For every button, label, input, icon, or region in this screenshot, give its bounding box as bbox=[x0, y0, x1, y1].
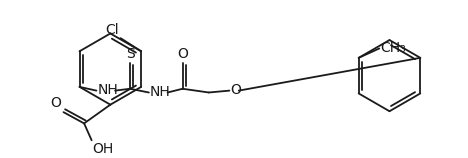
Text: O: O bbox=[177, 47, 188, 61]
Text: CH₃: CH₃ bbox=[380, 41, 406, 55]
Text: S: S bbox=[126, 47, 134, 61]
Text: Cl: Cl bbox=[105, 23, 119, 37]
Text: O: O bbox=[50, 96, 61, 110]
Text: NH: NH bbox=[150, 85, 170, 99]
Text: OH: OH bbox=[93, 142, 114, 156]
Text: O: O bbox=[230, 83, 241, 97]
Text: NH: NH bbox=[97, 83, 118, 97]
